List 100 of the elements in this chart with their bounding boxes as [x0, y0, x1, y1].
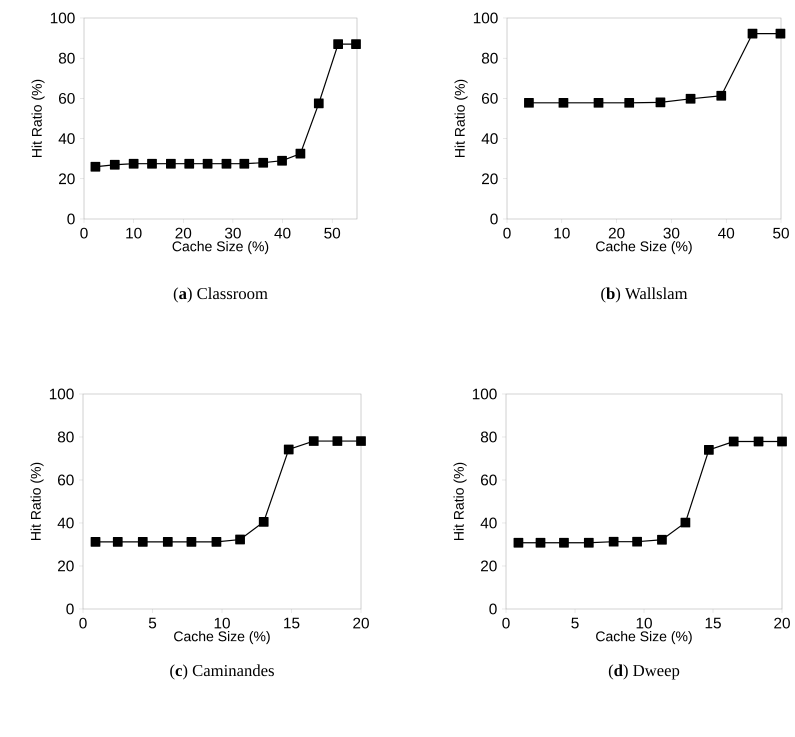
y-axis-title: Hit Ratio (%) [454, 462, 467, 540]
point [624, 98, 634, 108]
x-tick-label: 30 [224, 228, 241, 239]
point [128, 158, 139, 169]
x-tick-label: 15 [284, 618, 300, 628]
x-tick-label: 0 [502, 618, 510, 629]
y-tick-label: 80 [58, 432, 74, 442]
point [147, 158, 157, 169]
y-tick-label: 100 [474, 12, 498, 24]
y-tick-label: 60 [482, 92, 498, 104]
point [686, 94, 696, 104]
point [90, 162, 100, 172]
y-tick-label: 20 [58, 560, 74, 572]
point [112, 537, 123, 547]
point [584, 538, 594, 548]
x-tick-label: 10 [554, 228, 570, 239]
point [239, 158, 250, 169]
y-axis-title: Hit Ratio (%) [32, 80, 45, 158]
point [351, 39, 361, 49]
x-tick-label: 0 [503, 228, 511, 239]
y-tick-label: 60 [481, 474, 497, 486]
text: (a) Classroom [174, 287, 268, 303]
point [235, 534, 245, 544]
y-axis-title: Hit Ratio (%) [30, 462, 44, 540]
y-tick-label: 80 [482, 52, 498, 64]
point [536, 538, 546, 548]
x-axis-title: Cache Size (%) [172, 241, 268, 254]
point [514, 538, 524, 548]
x-tick-label: 20 [774, 618, 790, 629]
x-tick-label: 5 [571, 618, 579, 628]
point [110, 160, 120, 170]
point [277, 156, 287, 166]
point [748, 28, 758, 39]
point [186, 537, 196, 547]
point [166, 158, 176, 169]
y-tick-label: 40 [58, 518, 74, 528]
x-tick-label: 50 [773, 228, 789, 239]
x-tick-label: 20 [608, 228, 625, 239]
point [333, 39, 344, 49]
y-tick-label: 100 [50, 388, 74, 400]
y-axis-title: Hit Ratio (%) [454, 80, 468, 158]
x-tick-label: 0 [80, 228, 88, 239]
y-tick-label: 80 [58, 52, 75, 64]
y-tick-label: 20 [482, 173, 498, 184]
text: (d) Dweep [608, 664, 680, 680]
point [559, 538, 569, 548]
point [754, 436, 764, 446]
point [680, 518, 690, 528]
x-tick-label: 20 [176, 228, 192, 239]
x-axis-title: Cache Size (%) [174, 631, 270, 644]
point [558, 98, 568, 108]
y-tick-label: 40 [482, 133, 498, 144]
y-tick-label: 0 [490, 214, 498, 224]
point [356, 436, 366, 446]
point [184, 158, 194, 169]
text: (c) Caminandes [170, 664, 274, 680]
y-tick-label: 0 [67, 214, 75, 224]
point [524, 98, 534, 108]
y-tick-label: 0 [66, 604, 74, 614]
y-tick-label: 0 [489, 604, 497, 614]
point [308, 436, 319, 446]
x-tick-label: 15 [706, 618, 721, 628]
point [716, 90, 726, 101]
point [202, 158, 212, 169]
point [296, 148, 306, 159]
x-tick-label: 40 [274, 228, 290, 239]
point [704, 445, 714, 455]
x-tick-label: 5 [148, 618, 156, 628]
point [314, 98, 324, 108]
x-tick-label: 10 [126, 228, 142, 239]
y-tick-label: 80 [480, 432, 497, 442]
y-tick-label: 40 [480, 518, 497, 528]
point [608, 536, 619, 547]
point [728, 436, 739, 446]
point [258, 517, 269, 527]
point [222, 158, 232, 169]
point [657, 534, 667, 545]
x-tick-label: 30 [663, 228, 680, 239]
point [332, 436, 342, 446]
point [284, 444, 294, 454]
x-tick-label: 0 [79, 618, 87, 629]
x-tick-label: 50 [324, 228, 340, 239]
x-axis-title: Cache Size (%) [596, 631, 692, 644]
y-tick-label: 60 [58, 474, 74, 486]
point [162, 537, 173, 547]
point [632, 536, 642, 547]
y-tick-label: 100 [50, 12, 75, 24]
x-axis-title: Cache Size (%) [596, 241, 692, 254]
y-tick-label: 40 [58, 133, 75, 144]
point [594, 98, 604, 108]
y-tick-label: 20 [481, 560, 497, 572]
point [777, 436, 787, 446]
x-tick-label: 20 [353, 618, 369, 629]
y-tick-label: 20 [59, 173, 75, 184]
point [776, 28, 786, 39]
point [212, 537, 222, 547]
point [656, 98, 666, 108]
point [138, 537, 148, 547]
x-tick-label: 10 [214, 618, 230, 629]
y-tick-label: 60 [59, 92, 75, 104]
